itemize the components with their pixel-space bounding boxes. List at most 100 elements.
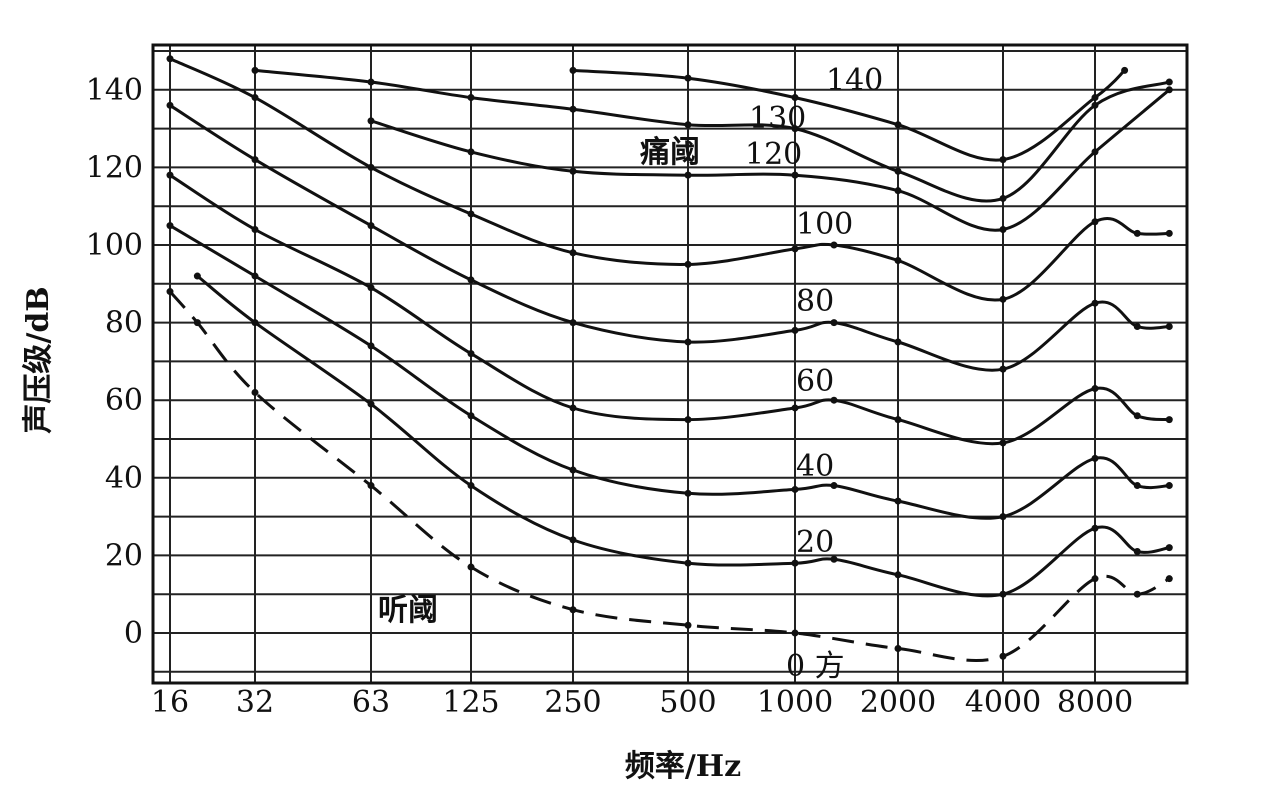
curve-1-point-8 xyxy=(894,571,902,579)
curve-2-point-7 xyxy=(830,482,838,490)
curve-2-point-6 xyxy=(791,485,799,493)
x-tick-2000: 2000 xyxy=(860,685,936,720)
curve-7-point-8 xyxy=(1091,101,1099,109)
curve-3-point-2 xyxy=(367,284,375,292)
curve-0-point-5 xyxy=(569,606,577,614)
curve-label-3: 60 xyxy=(796,364,834,399)
curve-1-point-9 xyxy=(999,590,1007,598)
annotation-pain-threshold: 痛阈 xyxy=(640,135,700,170)
curve-1-point-4 xyxy=(569,536,577,544)
curve-1-point-12 xyxy=(1165,544,1173,552)
curve-4-point-10 xyxy=(1091,299,1099,307)
curve-7-point-3 xyxy=(569,105,577,113)
curve-2-point-4 xyxy=(569,466,577,474)
curve-3-point-12 xyxy=(1165,416,1173,424)
curve-8-point-6 xyxy=(1121,66,1129,74)
curve-label-1: 20 xyxy=(796,525,834,560)
y-tick-60: 60 xyxy=(105,383,143,418)
curve-4-point-12 xyxy=(1165,322,1173,330)
curve-1-point-2 xyxy=(367,400,375,408)
curve-0-point-8 xyxy=(894,645,902,653)
curve-7-point-6 xyxy=(894,167,902,175)
curve-4-point-1 xyxy=(251,156,259,164)
curve-4-point-5 xyxy=(684,338,692,346)
x-tick-1000: 1000 xyxy=(757,685,833,720)
curve-4-point-2 xyxy=(367,222,375,230)
curve-2-point-9 xyxy=(999,513,1007,521)
curve-0-point-2 xyxy=(251,388,259,396)
curve-3-point-7 xyxy=(830,396,838,404)
curve-2-point-11 xyxy=(1133,482,1141,490)
curve-3-point-8 xyxy=(894,416,902,424)
curve-7-point-9 xyxy=(1165,78,1173,86)
curve-label-5: 100 xyxy=(796,207,853,242)
curve-5-point-2 xyxy=(367,163,375,171)
x-tick-500: 500 xyxy=(659,685,716,720)
curve-4-point-3 xyxy=(467,276,475,284)
curve-0-point-9 xyxy=(999,652,1007,660)
curve-1-point-0 xyxy=(193,272,201,280)
curve-2-point-12 xyxy=(1165,482,1173,490)
curve-6-point-4 xyxy=(791,171,799,179)
curve-label-0: 0 方 xyxy=(786,649,845,684)
x-axis-label: 频率/Hz xyxy=(625,749,741,784)
x-tick-4000: 4000 xyxy=(965,685,1041,720)
curve-8-point-5 xyxy=(1091,94,1099,102)
y-tick-labels: 0 20 40 60 80 100 120 140 xyxy=(86,73,143,651)
curve-1-point-10 xyxy=(1091,524,1099,532)
curve-2 xyxy=(169,224,1170,520)
curve-0-point-11 xyxy=(1133,590,1141,598)
curve-5-point-9 xyxy=(999,295,1007,303)
curve-4-point-9 xyxy=(999,365,1007,373)
curve-1-point-11 xyxy=(1133,548,1141,556)
curve-2-point-5 xyxy=(684,489,692,497)
x-tick-125: 125 xyxy=(442,685,499,720)
curve-0-point-10 xyxy=(1091,575,1099,583)
curve-0 xyxy=(168,290,1171,663)
x-tick-8000: 8000 xyxy=(1057,685,1133,720)
curve-0-point-1 xyxy=(193,319,201,327)
curve-5-point-0 xyxy=(166,55,174,63)
curve-4-point-8 xyxy=(894,338,902,346)
curve-7 xyxy=(254,68,1170,203)
curve-3-point-5 xyxy=(684,416,692,424)
curve-4-point-7 xyxy=(830,319,838,327)
curve-3-point-4 xyxy=(569,404,577,412)
curve-0-point-6 xyxy=(684,621,692,629)
curve-2-point-3 xyxy=(467,412,475,420)
curve-5 xyxy=(169,57,1170,302)
curve-8-point-4 xyxy=(999,156,1007,164)
curve-label-7: 130 xyxy=(749,101,806,136)
plot-frame xyxy=(151,43,1189,685)
y-tick-20: 20 xyxy=(105,538,143,573)
curve-6-point-6 xyxy=(999,225,1007,233)
y-tick-140: 140 xyxy=(86,73,143,108)
curve-5-point-12 xyxy=(1165,229,1173,237)
curve-7-point-1 xyxy=(367,78,375,86)
curve-2-point-8 xyxy=(894,497,902,505)
y-tick-40: 40 xyxy=(105,461,143,496)
curve-0-point-4 xyxy=(467,563,475,571)
curve-3-point-11 xyxy=(1133,412,1141,420)
curve-0-point-3 xyxy=(367,482,375,490)
x-tick-labels: 16 32 63 125 250 500 1000 2000 4000 8000 xyxy=(151,685,1133,720)
curve-2-point-1 xyxy=(251,272,259,280)
curve-7-point-5 xyxy=(791,125,799,133)
curve-5-point-7 xyxy=(830,241,838,249)
x-tick-16: 16 xyxy=(151,685,189,720)
y-tick-120: 120 xyxy=(86,150,143,185)
curve-7-point-7 xyxy=(999,194,1007,202)
y-axis-label: 声压级/dB xyxy=(21,286,56,433)
curve-1-point-3 xyxy=(467,482,475,490)
curve-4-point-11 xyxy=(1133,322,1141,330)
curve-6-point-5 xyxy=(894,187,902,195)
axes xyxy=(151,43,1189,685)
curve-7-point-4 xyxy=(684,121,692,129)
curve-0-point-12 xyxy=(1165,575,1173,583)
curve-5-point-4 xyxy=(569,249,577,257)
curve-1-point-7 xyxy=(830,555,838,563)
curve-5-point-10 xyxy=(1091,218,1099,226)
curve-8-point-3 xyxy=(894,121,902,129)
